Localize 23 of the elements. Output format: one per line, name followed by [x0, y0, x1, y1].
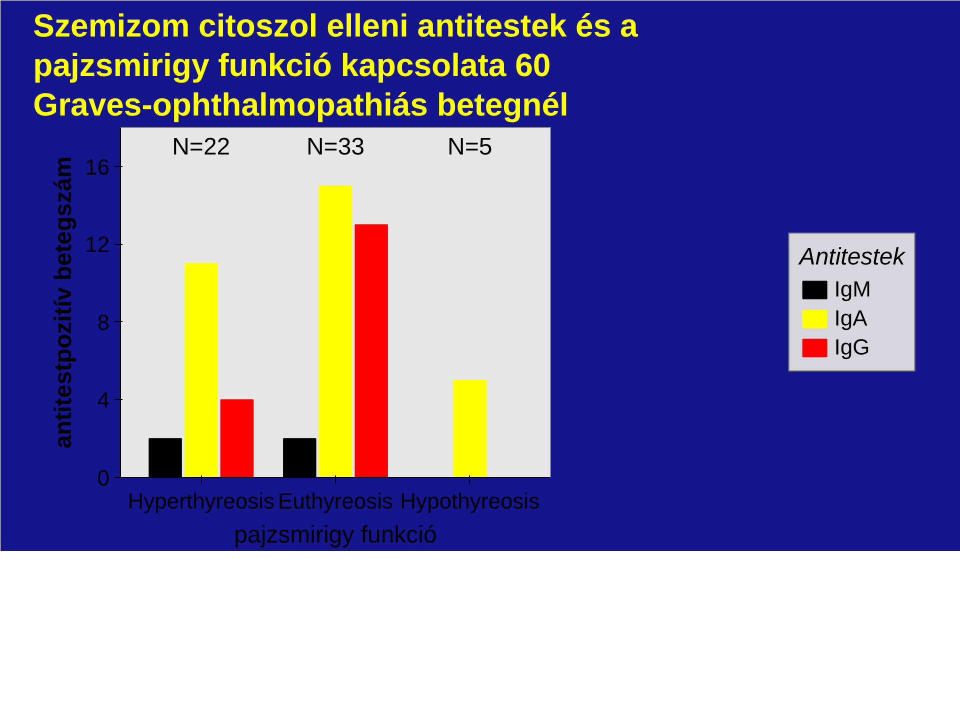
- annotation: N=22: [172, 134, 230, 160]
- y-tick-label: 16: [85, 154, 110, 180]
- bar: [354, 224, 388, 478]
- x-axis-title: pajzsmirigy funkció: [234, 522, 437, 548]
- legend-label: IgG: [834, 334, 870, 360]
- legend-title: Antitestek: [799, 244, 905, 272]
- x-tick-label: Hyperthyreosis: [128, 488, 274, 514]
- x-tick-label: Euthyreosis: [278, 488, 393, 514]
- legend-label: IgM: [834, 276, 871, 302]
- y-tick-label: 0: [97, 466, 110, 490]
- y-tick-label: 8: [97, 310, 110, 335]
- bar: [318, 185, 352, 478]
- x-tick-label: Hypothyreosis: [400, 488, 540, 514]
- annotation: N=33: [306, 134, 365, 160]
- bar: [453, 380, 486, 478]
- bar: [184, 263, 218, 478]
- y-tick-label: 4: [97, 388, 110, 413]
- chart-title: Szemizom citoszol elleni antitestek és a pajzsmirigy funkció kapcsolata 60 Graves-ophthalmopathiás betegnél: [33, 7, 638, 122]
- y-axis-title: antitestpozitív betegszám: [50, 156, 78, 449]
- annotation: N=5: [448, 134, 492, 160]
- bar: [220, 399, 254, 478]
- legend-label: IgA: [834, 306, 868, 332]
- y-tick-label: 12: [85, 232, 110, 258]
